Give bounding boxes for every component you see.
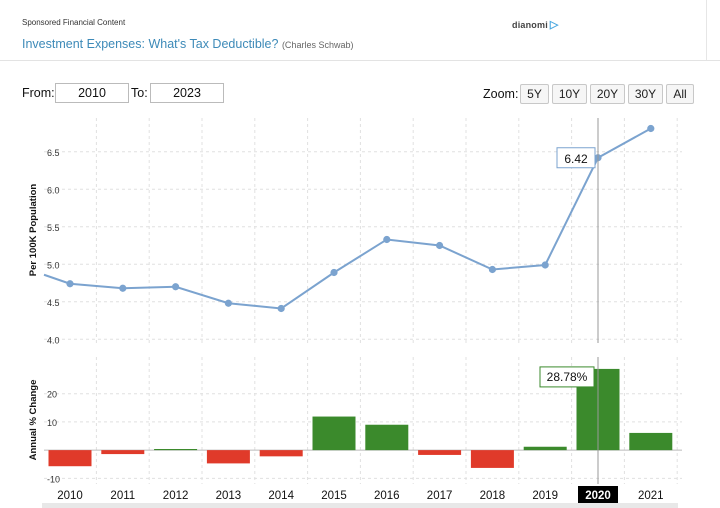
bar-2014[interactable] — [259, 450, 303, 457]
xaxis-label-2010: 2010 — [57, 490, 83, 502]
bar-chart-ylabel: Annual % Change — [28, 380, 39, 461]
xaxis-label-2021: 2021 — [638, 490, 664, 502]
play-icon: ▷ — [549, 19, 559, 31]
line-chart-ytick: 6.0 — [47, 185, 60, 195]
xaxis-label-2017: 2017 — [427, 490, 453, 502]
sponsored-label: Sponsored Financial Content — [22, 18, 126, 27]
bar-2021[interactable] — [629, 432, 673, 451]
line-point[interactable] — [383, 235, 391, 244]
bar-2011[interactable] — [101, 450, 145, 455]
zoom-5y-button[interactable]: 5Y — [520, 84, 549, 104]
bar-2012[interactable] — [154, 449, 198, 451]
line-point[interactable] — [66, 280, 74, 288]
line-point[interactable] — [119, 284, 127, 292]
bar-chart-ytick: 20 — [47, 390, 57, 400]
line-point[interactable] — [647, 124, 655, 133]
zoom-10y-button[interactable]: 10Y — [552, 84, 587, 104]
xaxis-label-2011: 2011 — [110, 490, 135, 502]
brand-name: dianomi — [512, 20, 548, 30]
line-chart-ytick: 5.0 — [47, 260, 60, 270]
bar-chart-ytick: 10 — [47, 418, 57, 428]
to-year-input[interactable]: 2023 — [150, 83, 224, 103]
to-label: To: — [131, 86, 148, 100]
xaxis-label-2020: 2020 — [585, 490, 611, 502]
bar-2013[interactable] — [206, 450, 250, 464]
bar-2016[interactable] — [365, 424, 409, 451]
bar-2017[interactable] — [418, 450, 462, 455]
from-year-input[interactable]: 2010 — [55, 83, 129, 103]
xaxis-label-2012: 2012 — [163, 490, 189, 502]
zoom-label: Zoom: — [483, 87, 519, 101]
bar-2019[interactable] — [523, 446, 567, 451]
xaxis-label-2019: 2019 — [532, 490, 558, 502]
line-point[interactable] — [541, 261, 549, 269]
line-chart-ytick: 5.5 — [47, 223, 60, 233]
bar-tooltip-value: 28.78% — [547, 370, 588, 384]
line-point[interactable] — [488, 265, 496, 274]
from-label: From: — [22, 86, 55, 100]
dianomi-logo[interactable]: dianomi ▷ — [512, 18, 559, 31]
line-tooltip-value: 6.42 — [564, 152, 588, 166]
scrollbar-track[interactable] — [42, 503, 678, 508]
bar-chart-ytick: -10 — [47, 474, 60, 484]
line-chart-ytick: 4.5 — [47, 298, 60, 308]
xaxis-label-2018: 2018 — [480, 490, 506, 502]
bar-tooltip-box — [539, 366, 595, 388]
bar-2010[interactable] — [48, 450, 92, 467]
sponsored-link[interactable]: Investment Expenses: What's Tax Deductib… — [22, 37, 353, 51]
divider — [0, 60, 720, 61]
line-point[interactable] — [224, 299, 232, 307]
line-tooltip-box — [556, 147, 596, 169]
zoom-30y-button[interactable]: 30Y — [628, 84, 663, 104]
xaxis-label-2013: 2013 — [216, 490, 242, 502]
zoom-20y-button[interactable]: 20Y — [590, 84, 625, 104]
bar-2015[interactable] — [312, 416, 356, 451]
bar-2018[interactable] — [470, 450, 514, 468]
range-toolbar: From: 2010 To: 2023 Zoom: 5Y 10Y 20Y 30Y… — [0, 80, 706, 110]
zoom-all-button[interactable]: All — [666, 84, 694, 104]
line-chart-ytick: 6.5 — [47, 148, 60, 158]
line-chart-ytick: 4.0 — [47, 335, 60, 345]
line-chart-ylabel: Per 100K Population — [28, 184, 39, 277]
sponsored-link-title[interactable]: Investment Expenses: What's Tax Deductib… — [22, 37, 279, 51]
xaxis-label-2014: 2014 — [268, 490, 294, 502]
sponsored-link-source: (Charles Schwab) — [281, 40, 354, 50]
xaxis-highlight — [578, 486, 618, 503]
line-point[interactable] — [436, 241, 444, 250]
line-point[interactable] — [330, 268, 338, 277]
xaxis-label-2016: 2016 — [374, 490, 400, 502]
sponsored-content-banner[interactable]: Sponsored Financial Content dianomi ▷ Inv… — [0, 0, 707, 60]
xaxis-label-2015: 2015 — [321, 490, 347, 502]
line-point[interactable] — [277, 304, 285, 313]
line-point[interactable] — [172, 283, 180, 291]
